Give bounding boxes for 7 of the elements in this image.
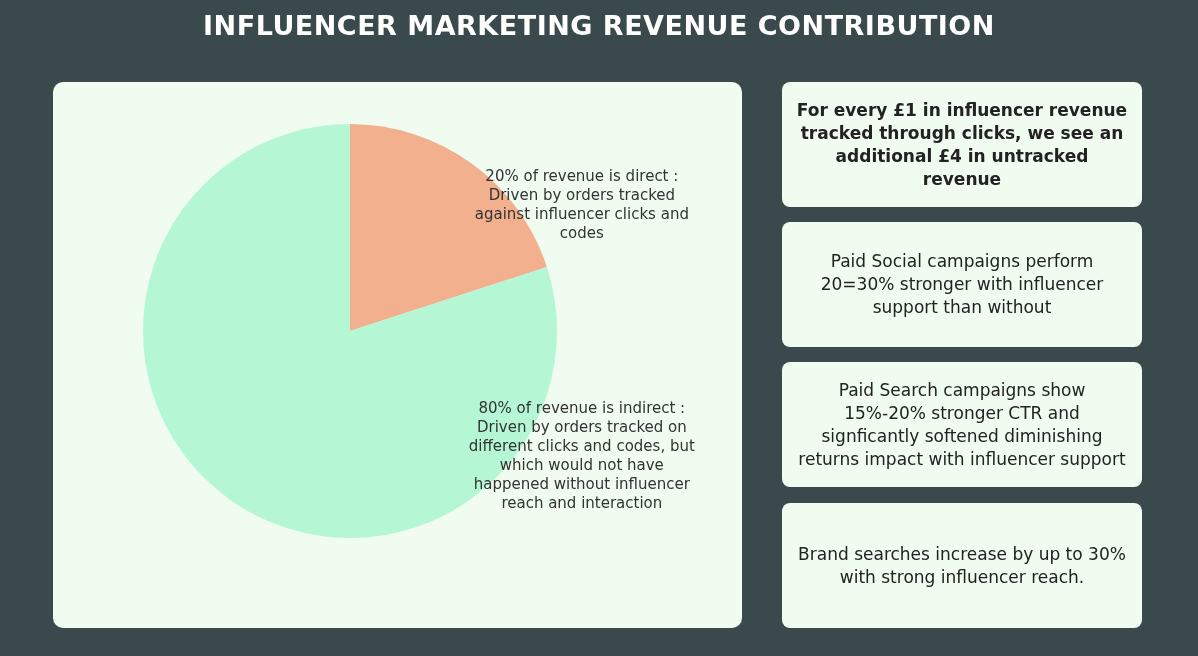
text: Brand searches increase by up to 30% with strong influencer reach. — [782, 503, 1142, 628]
slice-label: 20% of revenue is direct : Driven by orders tracked against influencer clicks and codes — [474, 166, 689, 242]
chart-title: INFLUENCER MARKETING REVENUE CONTRIBUTION — [202, 10, 996, 41]
slice-label: 80% of revenue is indirect : Driven by orders tracked on different clicks and codes, but which would not have happened without influencer reach and interaction — [468, 398, 695, 512]
text: Paid Search campaigns show 15%-20% stronger CTR and signficantly softened diminishing returns impact with influencer support — [782, 362, 1142, 487]
text: Paid Social campaigns perform 20=30% stronger with influencer support than without — [782, 222, 1142, 347]
text: For every £1 in influencer revenue tracked through clicks, we see an additional £4 in untracked revenue — [782, 82, 1142, 207]
